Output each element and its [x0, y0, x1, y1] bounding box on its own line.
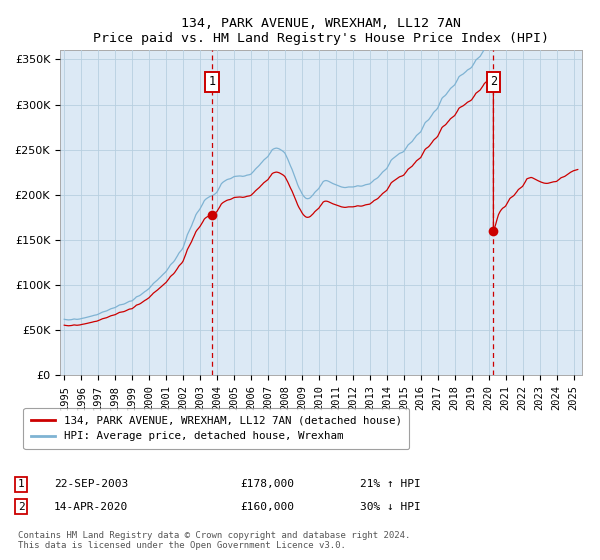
- Legend: 134, PARK AVENUE, WREXHAM, LL12 7AN (detached house), HPI: Average price, detach: 134, PARK AVENUE, WREXHAM, LL12 7AN (det…: [23, 408, 409, 449]
- Title: 134, PARK AVENUE, WREXHAM, LL12 7AN
Price paid vs. HM Land Registry's House Pric: 134, PARK AVENUE, WREXHAM, LL12 7AN Pric…: [93, 17, 549, 45]
- Text: 22-SEP-2003: 22-SEP-2003: [54, 479, 128, 489]
- Text: 30% ↓ HPI: 30% ↓ HPI: [360, 502, 421, 512]
- Text: £178,000: £178,000: [240, 479, 294, 489]
- Text: 2: 2: [490, 76, 497, 88]
- Text: Contains HM Land Registry data © Crown copyright and database right 2024.
This d: Contains HM Land Registry data © Crown c…: [18, 531, 410, 550]
- Text: 21% ↑ HPI: 21% ↑ HPI: [360, 479, 421, 489]
- Text: 1: 1: [209, 76, 216, 88]
- Text: 2: 2: [17, 502, 25, 512]
- Text: 14-APR-2020: 14-APR-2020: [54, 502, 128, 512]
- Text: £160,000: £160,000: [240, 502, 294, 512]
- Text: 1: 1: [17, 479, 25, 489]
